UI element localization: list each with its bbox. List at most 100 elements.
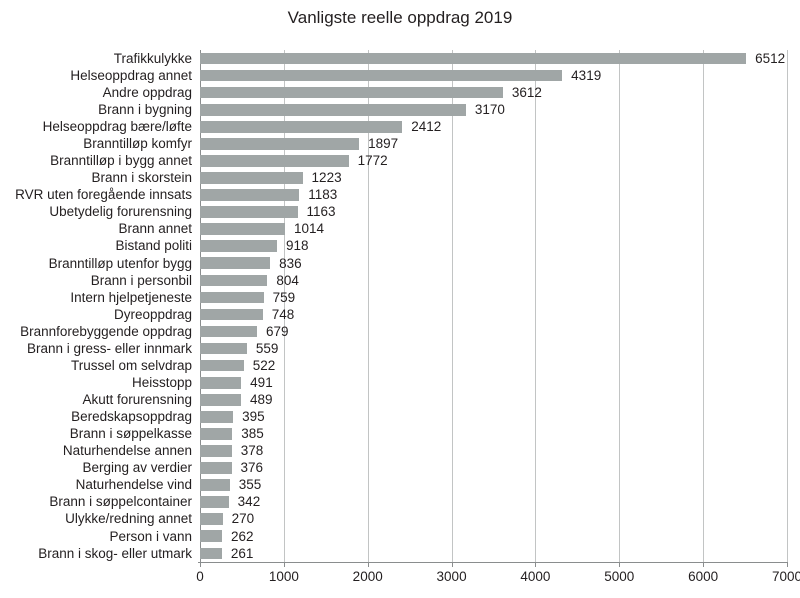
- bar-track: 559: [200, 340, 800, 357]
- bar-row: Ulykke/redning annet 270: [0, 511, 800, 528]
- value-label: 395: [242, 409, 265, 425]
- bar: [200, 547, 222, 560]
- bar-track: 3612: [200, 84, 800, 101]
- value-label: 522: [252, 357, 276, 373]
- bar-track: 270: [200, 511, 800, 528]
- bar-track: 1163: [200, 204, 800, 221]
- category-label: Brann i søppelkasse: [69, 426, 192, 442]
- category-label: RVR uten foregående innsats: [15, 187, 192, 203]
- bar: [200, 103, 466, 116]
- bar: [200, 274, 268, 287]
- category-label: Brann i søppelcontainer: [49, 494, 192, 510]
- bar-track: 342: [200, 494, 800, 511]
- bar-row: Brann i skog- eller utmark 261: [0, 545, 800, 562]
- bar-track: 759: [200, 289, 800, 306]
- category-label: Person i vann: [109, 528, 192, 544]
- bar-track: 395: [200, 408, 800, 425]
- bar-row: Naturhendelse annen 378: [0, 442, 800, 459]
- bar-track: 804: [200, 272, 800, 289]
- category-label: Brann i skog- eller utmark: [38, 545, 192, 561]
- value-label: 489: [250, 392, 273, 408]
- gridline: [535, 50, 537, 562]
- value-label: 2412: [411, 119, 442, 135]
- value-label: 836: [279, 255, 302, 271]
- value-label: 491: [250, 374, 273, 390]
- category-label: Branntilløp komfyr: [83, 136, 192, 152]
- bar: [200, 138, 360, 150]
- bar-track: 1014: [200, 221, 800, 238]
- gridline: [367, 50, 369, 562]
- x-tick-label: 3000: [436, 569, 467, 584]
- bar: [200, 342, 247, 355]
- bar: [200, 120, 403, 133]
- bar-row: Brann i søppelkasse 385: [0, 425, 800, 442]
- category-label: Brann i gress- eller innmark: [26, 340, 192, 356]
- bar-row: Branntilløp komfyr 1897: [0, 135, 800, 152]
- bar-row: Branntilløp utenfor bygg 836: [0, 255, 800, 272]
- bar: [200, 411, 234, 423]
- bar: [200, 479, 230, 491]
- bar-track: 748: [200, 306, 800, 323]
- bar-row: Bistand politi 918: [0, 238, 800, 255]
- category-label: Helseoppdrag bære/løfte: [42, 119, 192, 135]
- gridline: [703, 50, 705, 562]
- bar-row: Brann annet 1014: [0, 221, 800, 238]
- x-tick-label: 1000: [268, 569, 299, 584]
- tick-mark: [451, 562, 453, 567]
- bar: [200, 52, 747, 65]
- bar-track: 376: [200, 460, 800, 477]
- bar-track: 4319: [200, 67, 800, 84]
- bar-rows: Trafikkulykke 6512 Helseoppdrag annet 4319 A…: [0, 50, 800, 562]
- bar-row: RVR uten foregående innsats 1183: [0, 187, 800, 204]
- bar-track: 836: [200, 255, 800, 272]
- bar-row: Akutt forurensning 489: [0, 391, 800, 408]
- category-label: Helseoppdrag annet: [70, 67, 192, 83]
- bar-track: 1183: [200, 187, 800, 204]
- bar-row: Berging av verdier 376: [0, 460, 800, 477]
- value-label: 355: [238, 477, 262, 493]
- category-label: Branntilløp utenfor bygg: [48, 255, 192, 271]
- bar-track: 378: [200, 442, 800, 459]
- tick-mark: [703, 562, 705, 567]
- category-label: Heisstopp: [131, 374, 192, 390]
- x-tick-label: 5000: [604, 569, 635, 584]
- bar-row: Person i vann 262: [0, 528, 800, 545]
- category-label: Brann i skorstein: [91, 170, 192, 186]
- gridline: [787, 50, 788, 562]
- category-label: Beredskapsoppdrag: [71, 409, 192, 425]
- value-label: 804: [276, 272, 299, 288]
- bar: [200, 223, 286, 235]
- gridline: [200, 50, 201, 562]
- bar: [200, 445, 232, 457]
- bar-track: 679: [200, 323, 800, 340]
- value-label: 262: [230, 528, 254, 544]
- value-label: 1163: [306, 204, 336, 220]
- bar: [200, 428, 233, 440]
- category-label: Trafikkulykke: [113, 50, 192, 66]
- x-tick-label: 6000: [688, 569, 719, 584]
- value-label: 1183: [308, 187, 338, 203]
- bar: [200, 496, 229, 508]
- bar: [200, 359, 244, 372]
- tick-mark: [535, 562, 537, 567]
- bar: [200, 308, 263, 321]
- bar-row: Naturhendelse vind 355: [0, 477, 800, 494]
- bar: [200, 155, 349, 167]
- bar-row: Trussel om selvdrap 522: [0, 357, 800, 374]
- bar-track: 355: [200, 477, 800, 494]
- gridline: [283, 50, 285, 562]
- bar-track: 918: [200, 238, 800, 255]
- category-label: Akutt forurensning: [82, 392, 192, 408]
- bar: [200, 530, 222, 543]
- value-label: 748: [271, 306, 295, 322]
- bar: [200, 393, 241, 406]
- tick-mark: [367, 562, 369, 567]
- bar-track: 1897: [200, 135, 800, 152]
- category-label: Brann annet: [118, 221, 192, 237]
- value-label: 261: [230, 545, 254, 561]
- category-label: Branntilløp i bygg annet: [50, 153, 192, 169]
- x-tick-label: 4000: [520, 569, 551, 584]
- bar-row: Branntilløp i bygg annet 1772: [0, 152, 800, 169]
- value-label: 759: [272, 289, 296, 305]
